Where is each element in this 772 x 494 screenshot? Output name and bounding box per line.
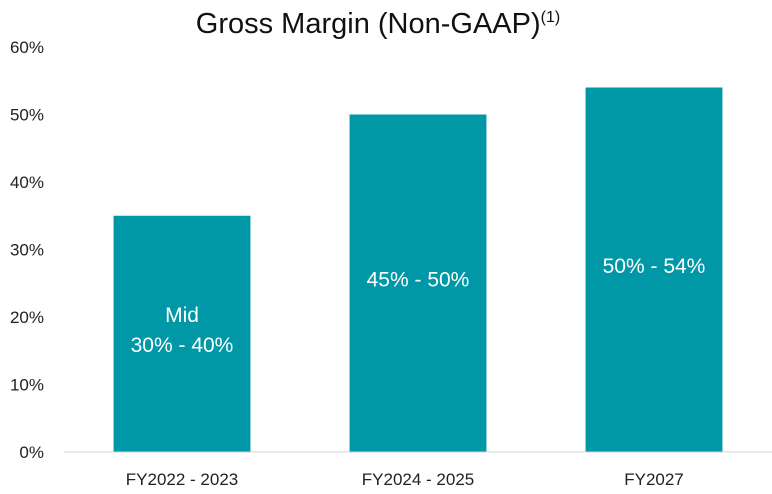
bar [113, 215, 251, 452]
y-axis: 0% 10% 20% 30% 40% 50% 60% [10, 38, 44, 462]
chart-title-superscript: (1) [541, 9, 561, 26]
y-tick-label: 10% [10, 376, 44, 395]
x-tick-label: FY2027 [624, 470, 684, 489]
chart-title: Gross Margin (Non-GAAP)(1) [196, 8, 560, 40]
y-tick-label: 40% [10, 173, 44, 192]
y-tick-label: 30% [10, 241, 44, 260]
x-tick-label: FY2022 - 2023 [126, 470, 238, 489]
bar-data-label: 50% - 54% [603, 255, 706, 278]
bar [349, 114, 487, 452]
bar-data-label: Mid [165, 304, 199, 327]
x-axis: FY2022 - 2023 FY2024 - 2025 FY2027 [126, 470, 684, 489]
y-tick-label: 60% [10, 38, 44, 57]
bar-data-label: 45% - 50% [367, 268, 470, 291]
bars: Mid 30% - 40% 45% - 50% 50% - 54% [113, 87, 723, 452]
y-tick-label: 20% [10, 308, 44, 327]
bar [585, 87, 723, 452]
y-tick-label: 50% [10, 106, 44, 125]
chart-title-text: Gross Margin (Non-GAAP) [196, 8, 541, 40]
x-tick-label: FY2024 - 2025 [362, 470, 474, 489]
y-tick-label: 0% [19, 443, 44, 462]
bar-data-label: 30% - 40% [131, 334, 234, 357]
